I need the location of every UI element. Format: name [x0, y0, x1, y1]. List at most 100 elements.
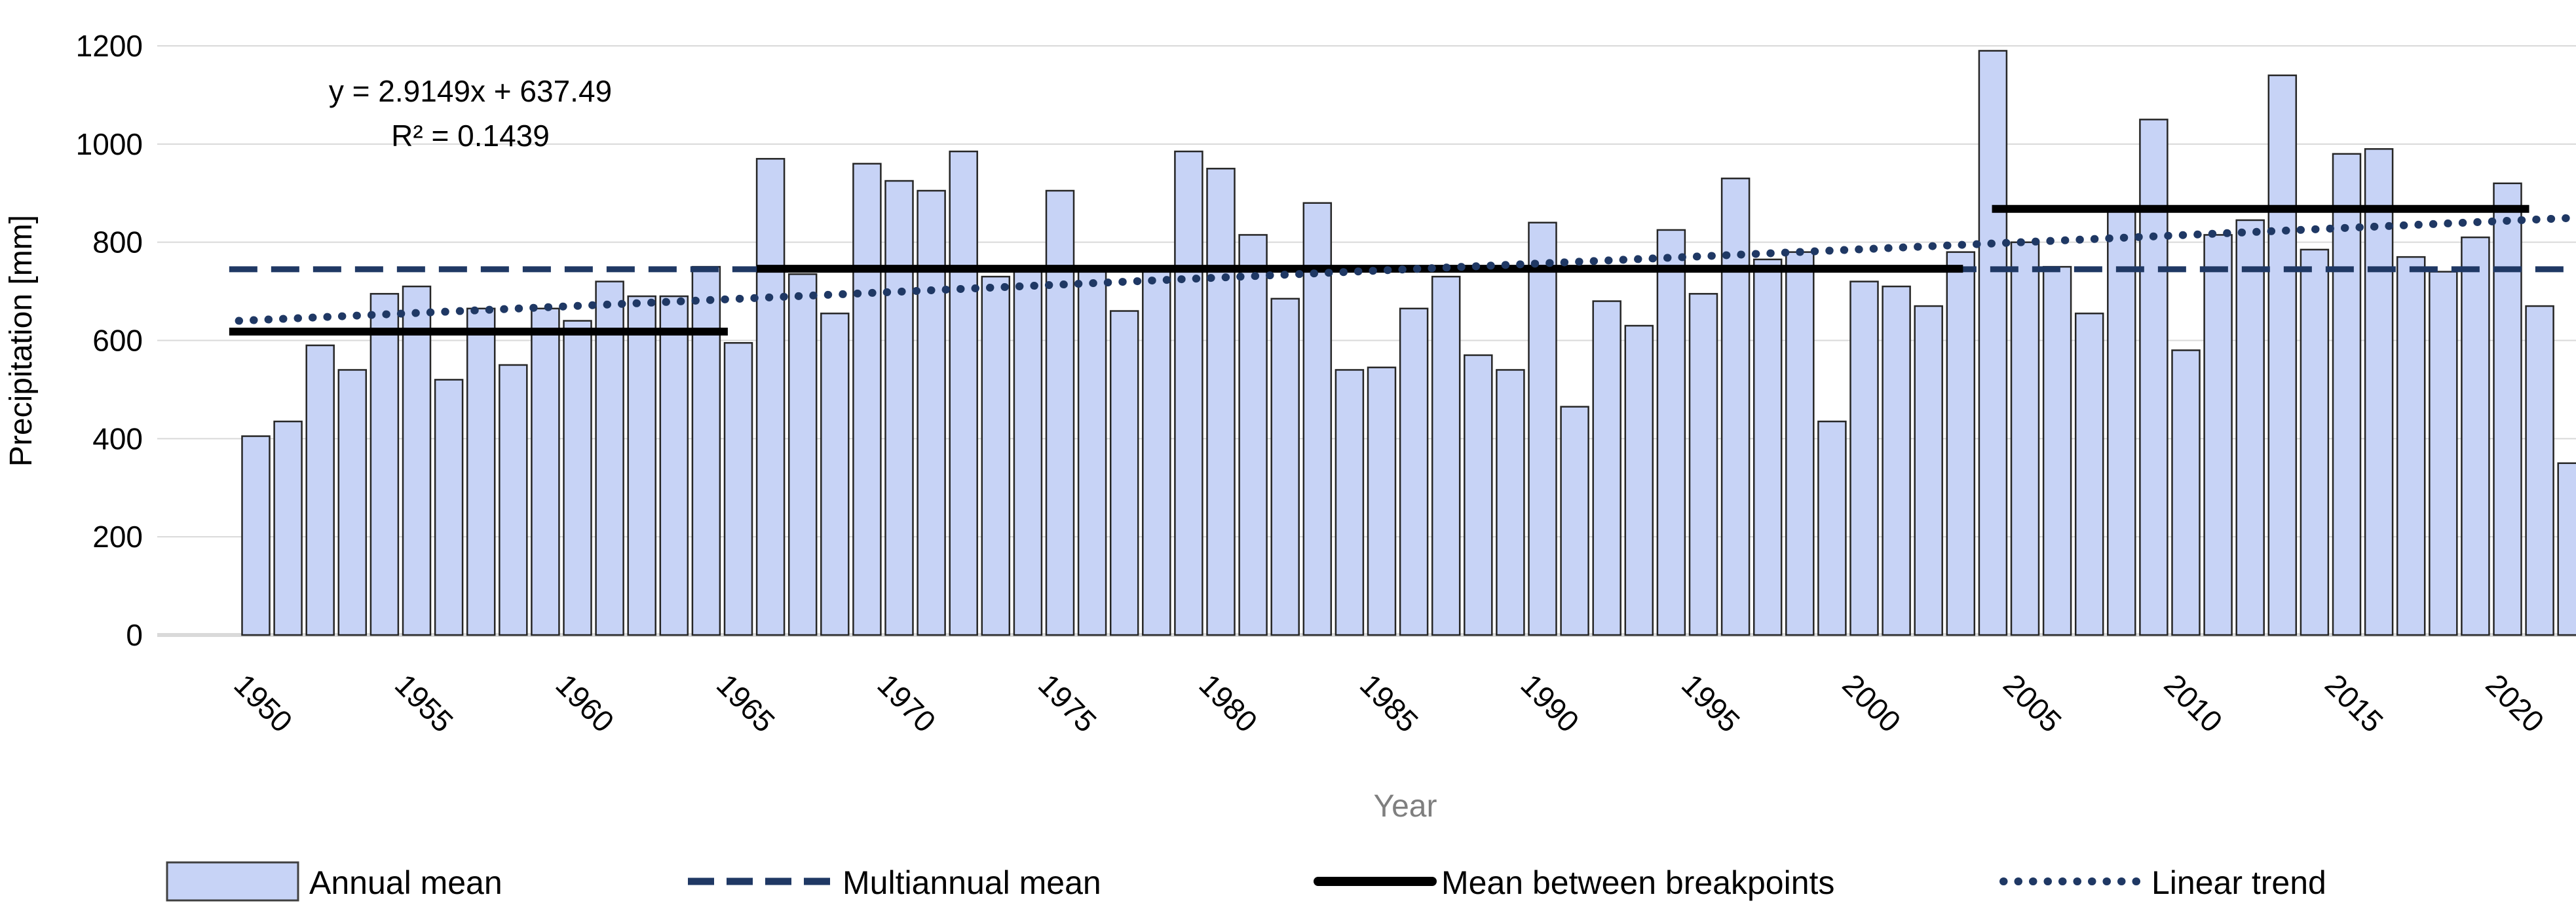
trend-equation-label: y = 2.9149x + 637.49	[329, 74, 612, 108]
bar-2002	[1914, 305, 1943, 636]
y-tick-label-1000: 1000	[76, 127, 143, 161]
y-tick-label-800: 800	[92, 225, 143, 260]
x-tick-label-1980: 1980	[1192, 667, 1264, 739]
x-tick-label-2015: 2015	[2319, 667, 2390, 739]
x-tick-label-1955: 1955	[388, 667, 460, 739]
bar-1968	[820, 313, 850, 636]
bar-1979	[1174, 150, 1203, 636]
x-tick-label-1960: 1960	[549, 667, 620, 739]
bar-2011	[2203, 234, 2233, 636]
bar-1988	[1464, 354, 1493, 636]
bar-1971	[917, 189, 946, 636]
x-tick-label-1985: 1985	[1354, 667, 1425, 739]
x-axis-title: Year	[1374, 789, 1437, 824]
legend-annual-mean-label: Annual mean	[309, 864, 502, 901]
statistic-lines-layer	[229, 204, 2576, 336]
bar-1975	[1045, 189, 1075, 636]
bar-1998	[1785, 251, 1815, 636]
x-tick-label-1975: 1975	[1032, 667, 1103, 739]
bar-1953	[337, 369, 368, 636]
annual-mean-bars-layer	[241, 50, 2576, 636]
bar-2022	[2557, 462, 2576, 636]
bar-2007	[2074, 313, 2104, 636]
bar-2004	[1978, 50, 2008, 636]
bar-2017	[2396, 256, 2426, 636]
bar-1969	[852, 163, 882, 636]
x-tick-label-2000: 2000	[1836, 667, 1907, 739]
r-squared-label: R² = 0.1439	[391, 119, 550, 153]
bar-2010	[2171, 349, 2201, 636]
y-axis-title: Precipitation [mm]	[4, 215, 39, 467]
y-tick-label-0: 0	[126, 618, 143, 652]
bar-1962	[627, 295, 656, 636]
x-tick-label-2020: 2020	[2479, 667, 2550, 739]
bar-2015	[2332, 153, 2362, 636]
bar-1970	[884, 180, 914, 636]
x-tick-label-1950: 1950	[227, 667, 299, 739]
bar-1966	[755, 158, 786, 636]
bar-1995	[1688, 293, 1718, 636]
bar-1996	[1720, 178, 1751, 636]
bar-2018	[2429, 271, 2458, 636]
bar-2019	[2461, 236, 2490, 636]
bar-2001	[1882, 285, 1911, 636]
bar-2000	[1849, 280, 1879, 636]
bar-1980	[1206, 168, 1236, 636]
bar-2008	[2107, 206, 2136, 636]
bar-1965	[723, 341, 753, 636]
bar-1958	[499, 364, 528, 636]
bar-1984	[1335, 369, 1365, 636]
legend: Annual mean Multiannual mean Mean betwee…	[166, 861, 2326, 902]
bar-1990	[1528, 221, 1557, 636]
bar-1992	[1592, 300, 1621, 636]
bar-1986	[1399, 307, 1429, 636]
x-tick-label-1990: 1990	[1514, 667, 1585, 739]
bar-1981	[1238, 234, 1268, 636]
x-tick-label-1965: 1965	[710, 667, 782, 739]
bar-2003	[1946, 251, 1976, 636]
x-tick-label-1995: 1995	[1675, 667, 1747, 739]
bar-1999	[1817, 420, 1847, 636]
x-tick-label-2005: 2005	[1997, 667, 2068, 739]
bar-1959	[531, 307, 560, 636]
bar-1957	[466, 307, 496, 636]
legend-linear-trend-label: Linear trend	[2151, 864, 2326, 901]
y-tick-label-1200: 1200	[76, 29, 143, 63]
bar-1956	[434, 379, 464, 636]
bar-1963	[659, 295, 689, 636]
y-tick-label-600: 600	[92, 324, 143, 358]
bar-1960	[563, 320, 592, 636]
bar-1989	[1496, 369, 1525, 636]
bar-1978	[1142, 265, 1171, 636]
bar-1952	[305, 344, 335, 636]
bar-1955	[402, 285, 432, 636]
bar-2014	[2300, 248, 2330, 636]
legend-multiannual-mean-label: Multiannual mean	[843, 864, 1101, 901]
bar-1991	[1560, 406, 1589, 636]
bar-1967	[787, 273, 818, 636]
bar-1997	[1752, 258, 1783, 636]
bar-2021	[2525, 305, 2554, 636]
bar-2020	[2493, 182, 2522, 636]
bar-1964	[691, 265, 721, 636]
bar-1993	[1624, 324, 1654, 636]
bar-2006	[2042, 265, 2072, 636]
bar-2016	[2364, 148, 2394, 636]
bar-2013	[2267, 74, 2298, 636]
y-tick-label-200: 200	[92, 520, 143, 554]
bar-1950	[241, 435, 271, 636]
bar-2012	[2235, 219, 2265, 636]
bar-1977	[1109, 310, 1139, 636]
bar-1961	[595, 280, 624, 636]
bar-1987	[1431, 275, 1461, 636]
bar-1985	[1367, 366, 1397, 636]
bar-1954	[369, 293, 400, 636]
bar-2005	[2010, 241, 2040, 636]
y-axis-tick-labels: 0 200 400 600 800 1000 1200	[76, 29, 143, 652]
bar-1972	[949, 150, 978, 636]
x-axis-tick-labels: 1950 1955 1960 1965 1970 1975 1980 1985 1990 1995…	[227, 667, 2550, 739]
legend-mean-between-breakpoints-label: Mean between breakpoints	[1441, 864, 1834, 901]
bar-2009	[2139, 119, 2169, 636]
